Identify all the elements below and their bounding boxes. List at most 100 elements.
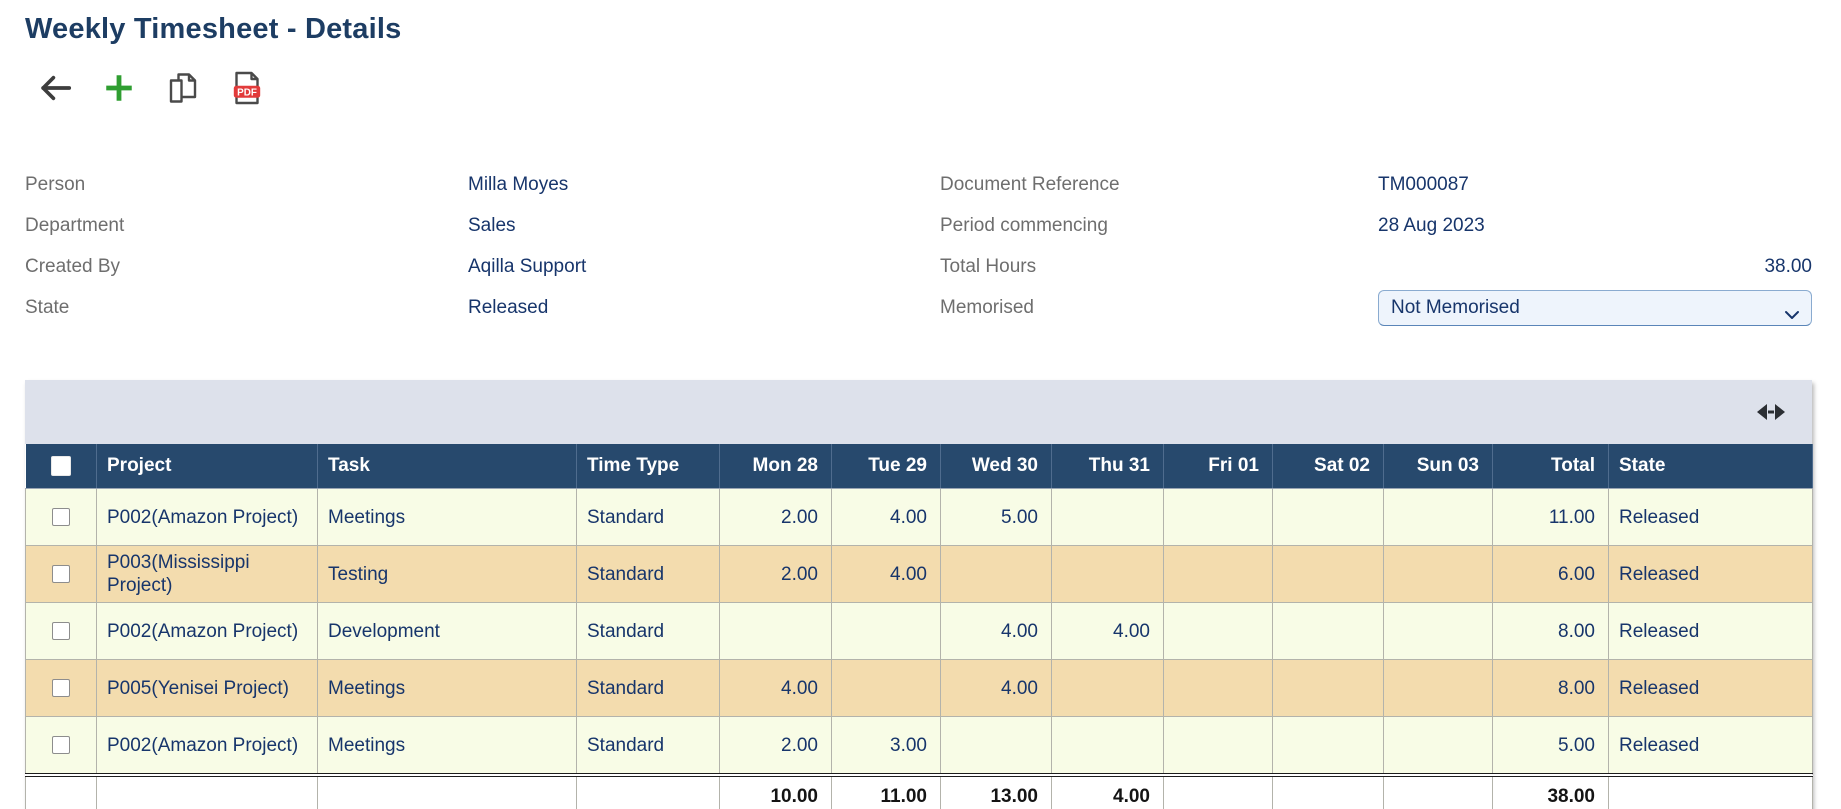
department-value: Sales (468, 214, 516, 236)
period-commencing-label: Period commencing (940, 214, 1108, 236)
hours-cell-mon: 4.00 (719, 659, 832, 717)
task-cell: Meetings (317, 659, 577, 717)
table-row[interactable]: P002(Amazon Project) Meetings Standard 2… (25, 716, 1813, 776)
hours-cell-tue (831, 659, 941, 717)
form-row-period-commencing: Period commencing 28 Aug 2023 (940, 205, 1812, 246)
project-cell: P002(Amazon Project) (96, 716, 318, 776)
created-by-label: Created By (25, 255, 121, 277)
hours-cell-sat (1272, 602, 1384, 660)
col-header-state: State (1608, 444, 1813, 489)
footer-total-tue: 11.00 (831, 773, 941, 809)
col-header-tue: Tue 29 (831, 444, 941, 489)
project-cell: P002(Amazon Project) (96, 602, 318, 660)
period-commencing-value: 28 Aug 2023 (1378, 214, 1485, 236)
footer-total-mon: 10.00 (719, 773, 832, 809)
hours-cell-sat (1272, 545, 1384, 603)
col-header-fri: Fri 01 (1163, 444, 1273, 489)
back-icon (36, 69, 74, 107)
add-line-button[interactable] (100, 69, 138, 107)
project-cell: P002(Amazon Project) (96, 488, 318, 546)
toolbar: PDF (36, 68, 1841, 108)
footer-empty-cell (25, 773, 97, 809)
row-state-cell: Released (1608, 716, 1813, 776)
svg-text:PDF: PDF (237, 87, 257, 98)
fit-columns-button[interactable] (1754, 396, 1788, 428)
created-by-value: Aqilla Support (468, 255, 587, 277)
back-button[interactable] (36, 69, 74, 107)
task-cell: Meetings (317, 488, 577, 546)
department-label: Department (25, 214, 125, 236)
copy-icon (165, 70, 201, 106)
total-hours-label: Total Hours (940, 255, 1037, 277)
footer-total-sat (1272, 773, 1384, 809)
hours-cell-tue: 4.00 (831, 488, 941, 546)
time-type-cell: Standard (576, 659, 720, 717)
hours-cell-sun (1383, 602, 1493, 660)
project-cell: P005(Yenisei Project) (96, 659, 318, 717)
state-label: State (25, 296, 70, 318)
hours-cell-fri (1163, 545, 1273, 603)
form-row-state: State Released (25, 287, 940, 328)
row-checkbox[interactable] (52, 679, 70, 698)
footer-total-thu: 4.00 (1051, 773, 1164, 809)
col-header-sun: Sun 03 (1383, 444, 1493, 489)
document-reference-value: TM000087 (1378, 173, 1469, 195)
page-title: Weekly Timesheet - Details (25, 13, 402, 45)
totals-row: 10.00 11.00 13.00 4.00 38.00 (25, 773, 1813, 809)
col-header-project: Project (96, 444, 318, 489)
pdf-icon: PDF (229, 70, 265, 106)
task-cell: Testing (317, 545, 577, 603)
select-all-checkbox[interactable] (50, 455, 71, 476)
form-row-created-by: Created By Aqilla Support (25, 246, 940, 287)
hours-cell-wed: 4.00 (940, 659, 1052, 717)
row-total-cell: 8.00 (1492, 602, 1609, 660)
col-header-mon: Mon 28 (719, 444, 832, 489)
table-row[interactable]: P002(Amazon Project) Development Standar… (25, 602, 1813, 660)
time-type-cell: Standard (576, 602, 720, 660)
table-row[interactable]: P003(Mississippi Project) Testing Standa… (25, 545, 1813, 603)
document-reference-label: Document Reference (940, 173, 1120, 195)
row-checkbox[interactable] (52, 622, 70, 641)
col-header-total: Total (1492, 444, 1609, 489)
hours-cell-mon (719, 602, 832, 660)
hours-cell-fri (1163, 488, 1273, 546)
hours-cell-tue (831, 602, 941, 660)
form-row-memorised: Memorised Not Memorised (940, 287, 1812, 328)
resize-horizontal-icon (1754, 404, 1788, 431)
hours-cell-thu (1051, 716, 1164, 776)
hours-cell-mon: 2.00 (719, 716, 832, 776)
table-row[interactable]: P005(Yenisei Project) Meetings Standard … (25, 659, 1813, 717)
table-row[interactable]: P002(Amazon Project) Meetings Standard 2… (25, 488, 1813, 546)
hours-cell-sun (1383, 545, 1493, 603)
hours-cell-sat (1272, 716, 1384, 776)
col-header-thu: Thu 31 (1051, 444, 1164, 489)
hours-cell-thu (1051, 659, 1164, 717)
memorised-label: Memorised (940, 296, 1034, 318)
row-checkbox[interactable] (52, 508, 70, 527)
row-checkbox[interactable] (52, 565, 70, 584)
form-row-total-hours: Total Hours 38.00 (940, 246, 1812, 287)
copy-document-button[interactable] (164, 69, 202, 107)
col-header-time-type: Time Type (576, 444, 720, 489)
hours-cell-sun (1383, 488, 1493, 546)
task-cell: Meetings (317, 716, 577, 776)
footer-grand-total: 38.00 (1492, 773, 1609, 809)
form-row-department: Department Sales (25, 205, 940, 246)
add-icon (101, 70, 137, 106)
row-total-cell: 6.00 (1492, 545, 1609, 603)
row-total-cell: 5.00 (1492, 716, 1609, 776)
export-pdf-button[interactable]: PDF (228, 69, 266, 107)
row-total-cell: 11.00 (1492, 488, 1609, 546)
person-label: Person (25, 173, 86, 195)
form-row-document-reference: Document Reference TM000087 (940, 164, 1812, 205)
row-total-cell: 8.00 (1492, 659, 1609, 717)
grid-toolbar-band (25, 380, 1812, 444)
memorised-select[interactable]: Not Memorised (1378, 289, 1812, 326)
col-header-sat: Sat 02 (1272, 444, 1384, 489)
row-state-cell: Released (1608, 659, 1813, 717)
time-type-cell: Standard (576, 545, 720, 603)
col-header-wed: Wed 30 (940, 444, 1052, 489)
hours-cell-wed: 4.00 (940, 602, 1052, 660)
row-checkbox[interactable] (52, 736, 70, 755)
